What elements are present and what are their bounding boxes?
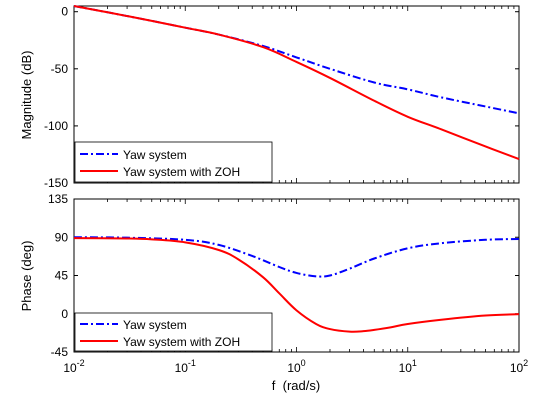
phase-legend-label-zoh: Yaw system with ZOH	[123, 335, 240, 349]
magnitude-legend: Yaw system Yaw system with ZOH	[74, 141, 273, 183]
magnitude-series-line	[73, 5, 520, 160]
magnitude-ytick-label: -50	[51, 62, 69, 76]
magnitude-series	[73, 5, 520, 160]
magnitude-series-line	[73, 5, 520, 115]
magnitude-ytick-label: 0	[61, 5, 68, 19]
phase-series-line	[73, 237, 520, 333]
x-tick-label: 100	[287, 358, 305, 375]
phase-ytick-label: 45	[55, 269, 69, 283]
magnitude-legend-box	[74, 141, 273, 183]
magnitude-ylabel: Magnitude (dB)	[19, 51, 34, 140]
magnitude-ytick-label: -150	[44, 176, 68, 190]
phase-ytick-label: 90	[55, 230, 69, 244]
magnitude-legend-label-zoh: Yaw system with ZOH	[123, 165, 240, 179]
phase-legend: Yaw system Yaw system with ZOH	[74, 312, 273, 352]
phase-ytick-label: 0	[61, 307, 68, 321]
phase-ytick-label: 135	[48, 192, 68, 206]
x-ticks: 10-2 10-1 100 101 102	[63, 358, 528, 375]
x-tick-label: 101	[399, 358, 417, 375]
phase-series	[73, 236, 520, 333]
phase-ylabel: Phase (deg)	[19, 241, 34, 312]
phase-legend-label-yaw: Yaw system	[123, 318, 187, 332]
x-tick-label: 10-2	[63, 358, 84, 375]
x-tick-label: 102	[510, 358, 528, 375]
magnitude-legend-label-yaw: Yaw system	[123, 148, 187, 162]
phase-series-line	[73, 236, 520, 278]
phase-legend-box	[74, 312, 273, 352]
phase-xlabel: f (rad/s)	[272, 378, 320, 393]
x-tick-label: 10-1	[175, 358, 196, 375]
magnitude-ticks: 0 -50 -100 -150	[44, 5, 519, 190]
phase-ytick-label: -45	[51, 345, 69, 359]
magnitude-ytick-label: -100	[44, 119, 68, 133]
